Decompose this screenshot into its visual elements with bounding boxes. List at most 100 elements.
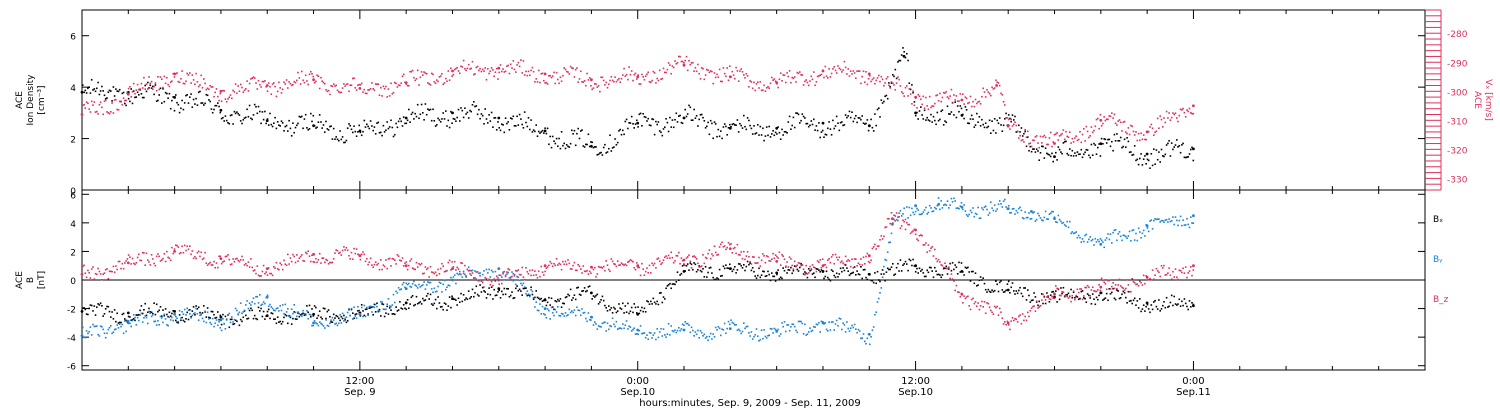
- data-point: [334, 317, 336, 319]
- data-point: [97, 267, 99, 270]
- data-point: [341, 312, 344, 315]
- data-point: [916, 107, 918, 109]
- data-point: [1147, 230, 1150, 233]
- data-point: [1118, 297, 1121, 300]
- data-point: [771, 76, 773, 79]
- data-point: [307, 250, 309, 252]
- data-point: [1060, 220, 1062, 223]
- data-point: [506, 122, 508, 125]
- data-point: [878, 279, 880, 281]
- data-point: [507, 121, 509, 123]
- data-point: [759, 276, 762, 279]
- data-point: [602, 299, 605, 302]
- data-point: [555, 137, 558, 140]
- data-point: [827, 330, 829, 332]
- panel-frame: [81, 9, 1426, 191]
- data-point: [470, 67, 472, 70]
- data-point: [711, 338, 713, 340]
- data-point: [441, 262, 443, 265]
- data-point: [320, 76, 322, 79]
- data-point: [1049, 212, 1052, 214]
- data-point: [745, 265, 748, 268]
- data-point: [723, 245, 726, 247]
- data-point: [329, 125, 331, 128]
- data-point: [928, 266, 931, 269]
- data-point: [911, 207, 913, 210]
- data-point: [1099, 238, 1102, 240]
- data-point: [248, 82, 251, 85]
- data-point: [753, 256, 755, 258]
- data-point: [875, 124, 877, 127]
- data-point: [239, 120, 242, 122]
- data-point: [878, 297, 880, 300]
- data-point: [358, 83, 360, 86]
- data-point: [540, 265, 543, 268]
- data-point: [829, 329, 832, 331]
- data-point: [302, 259, 304, 262]
- data-point: [489, 293, 492, 296]
- data-point: [613, 146, 615, 148]
- data-point: [460, 262, 462, 264]
- data-point: [936, 111, 939, 114]
- data-point: [501, 282, 503, 285]
- data-point: [1027, 289, 1029, 291]
- data-point: [129, 86, 131, 88]
- data-point: [96, 325, 98, 327]
- data-point: [419, 113, 422, 116]
- data-point: [641, 73, 643, 76]
- data-point: [1015, 318, 1018, 321]
- data-point: [838, 129, 841, 132]
- data-point: [335, 322, 337, 325]
- data-point: [619, 327, 621, 329]
- data-point: [1000, 311, 1002, 313]
- data-point: [787, 75, 790, 78]
- data-point: [737, 253, 740, 256]
- data-point: [672, 126, 675, 129]
- data-point: [827, 127, 829, 130]
- data-point: [465, 297, 467, 299]
- data-point: [239, 318, 242, 321]
- data-point: [748, 255, 750, 258]
- data-point: [964, 266, 967, 269]
- data-point: [213, 108, 215, 111]
- data-point: [149, 82, 152, 85]
- data-point: [992, 129, 995, 132]
- data-point: [471, 288, 474, 291]
- data-point: [941, 274, 944, 276]
- data-point: [605, 81, 607, 84]
- data-point: [306, 80, 308, 82]
- data-point: [1095, 290, 1098, 293]
- data-point: [373, 306, 376, 309]
- data-point: [865, 71, 867, 73]
- data-point: [308, 304, 311, 307]
- data-point: [610, 150, 613, 152]
- data-point: [662, 67, 665, 70]
- data-point: [730, 319, 732, 321]
- data-point: [945, 121, 948, 124]
- data-point: [539, 303, 541, 305]
- data-point: [917, 239, 919, 242]
- data-point: [809, 124, 811, 127]
- data-point: [1103, 138, 1105, 140]
- data-point-anchor: [728, 327, 732, 330]
- data-point: [266, 90, 269, 92]
- data-point: [549, 304, 551, 306]
- data-point: [242, 316, 245, 319]
- data-point: [1172, 112, 1174, 114]
- data-point: [400, 307, 402, 309]
- data-point: [503, 287, 506, 290]
- data-point: [739, 263, 741, 265]
- data-point: [970, 298, 973, 301]
- data-point: [630, 115, 633, 118]
- data-point: [1191, 146, 1193, 149]
- data-point: [727, 267, 730, 270]
- data-point: [763, 84, 765, 87]
- data-point: [259, 275, 261, 277]
- data-point: [1165, 218, 1168, 221]
- data-point: [760, 259, 763, 262]
- data-point: [1178, 298, 1181, 301]
- data-point: [678, 279, 680, 281]
- data-point: [824, 263, 827, 266]
- data-point: [1007, 280, 1010, 283]
- data-point: [269, 272, 271, 275]
